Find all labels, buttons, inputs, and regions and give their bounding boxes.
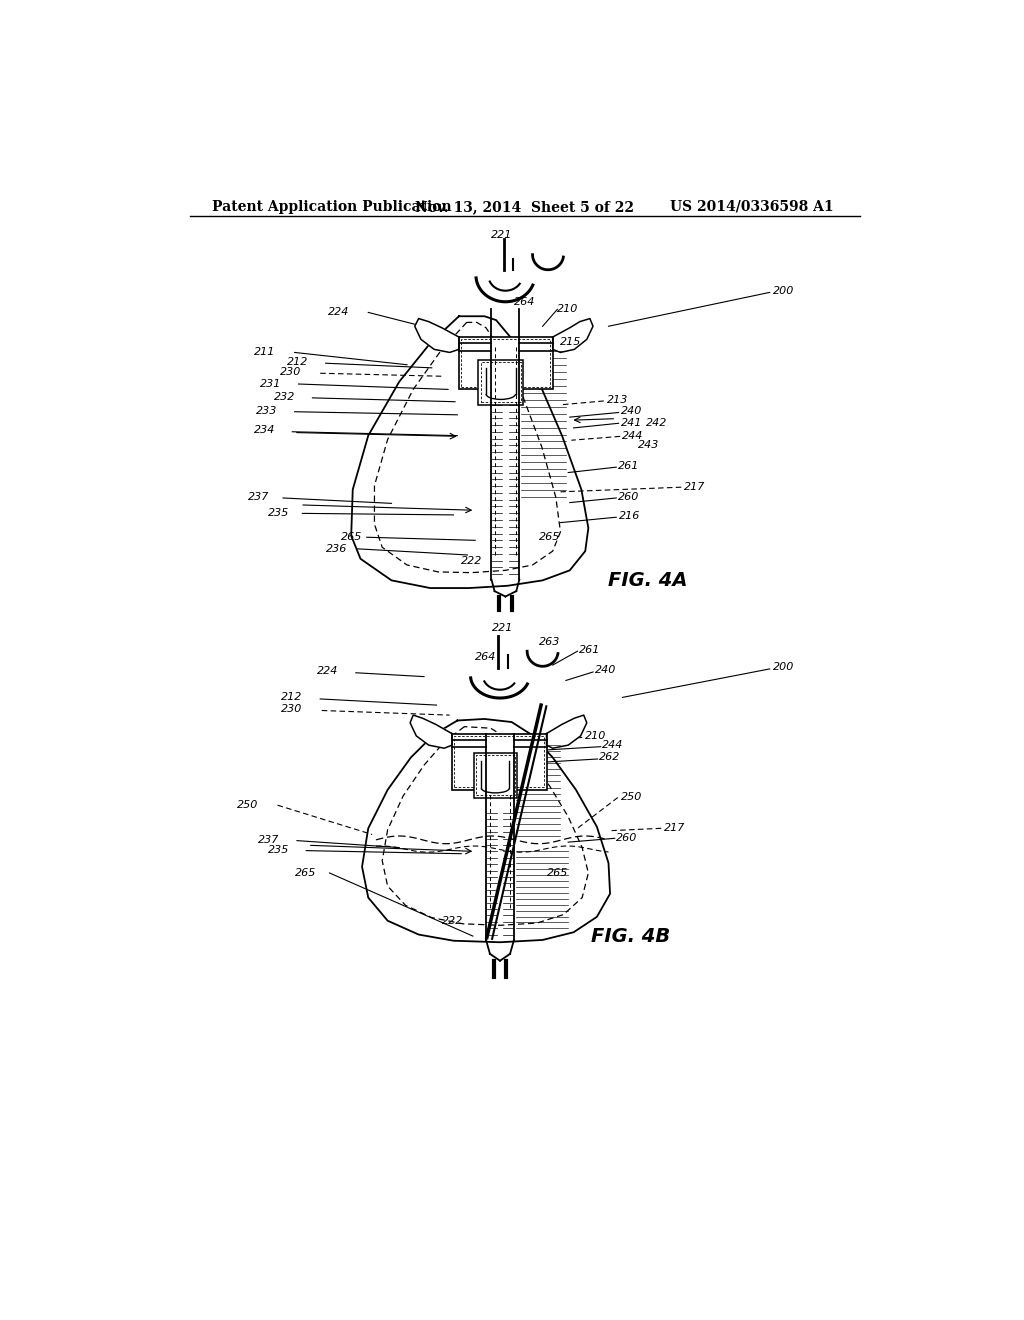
FancyBboxPatch shape <box>452 734 547 789</box>
Text: 233: 233 <box>256 407 278 416</box>
Text: 231: 231 <box>260 379 282 389</box>
Text: FIG. 4A: FIG. 4A <box>608 570 688 590</box>
Text: 232: 232 <box>273 392 295 403</box>
Text: 265: 265 <box>295 869 316 878</box>
Text: 237: 237 <box>258 834 280 845</box>
Text: 240: 240 <box>621 407 642 416</box>
Text: 215: 215 <box>560 337 582 347</box>
Text: 230: 230 <box>282 704 303 714</box>
Text: 241: 241 <box>621 417 642 428</box>
Text: 236: 236 <box>326 544 347 554</box>
Text: 265: 265 <box>341 532 362 543</box>
Polygon shape <box>362 719 610 942</box>
Text: 243: 243 <box>638 440 659 450</box>
Text: 250: 250 <box>237 800 258 810</box>
Polygon shape <box>415 318 459 352</box>
Text: 240: 240 <box>595 665 615 676</box>
Text: 261: 261 <box>579 644 600 655</box>
Text: 230: 230 <box>280 367 301 378</box>
Text: 234: 234 <box>254 425 274 436</box>
Text: 237: 237 <box>248 492 269 502</box>
Text: 250: 250 <box>621 792 642 803</box>
Text: 244: 244 <box>602 741 624 750</box>
Text: 265: 265 <box>539 532 560 543</box>
Text: 265: 265 <box>547 869 568 878</box>
Text: 210: 210 <box>557 305 579 314</box>
Text: 221: 221 <box>493 623 514 634</box>
Text: 263: 263 <box>539 638 560 647</box>
Text: 235: 235 <box>267 508 289 517</box>
Text: 260: 260 <box>617 492 639 502</box>
Text: 235: 235 <box>267 845 289 855</box>
Polygon shape <box>547 715 587 748</box>
Text: 261: 261 <box>617 462 639 471</box>
Polygon shape <box>351 317 589 589</box>
Text: 260: 260 <box>616 833 638 842</box>
Text: 263: 263 <box>531 348 552 359</box>
Polygon shape <box>553 318 593 352</box>
Text: US 2014/0336598 A1: US 2014/0336598 A1 <box>671 199 835 214</box>
Text: 210: 210 <box>586 731 606 741</box>
Text: 200: 200 <box>773 661 795 672</box>
Text: 212: 212 <box>287 358 308 367</box>
Text: 264: 264 <box>514 297 536 306</box>
Text: Patent Application Publication: Patent Application Publication <box>212 199 452 214</box>
Text: 244: 244 <box>623 430 644 441</box>
Text: 216: 216 <box>620 511 641 521</box>
Text: 264: 264 <box>475 652 497 663</box>
Text: 200: 200 <box>773 286 795 296</box>
FancyBboxPatch shape <box>474 752 517 797</box>
Text: Nov. 13, 2014  Sheet 5 of 22: Nov. 13, 2014 Sheet 5 of 22 <box>415 199 634 214</box>
Text: 224: 224 <box>317 667 339 676</box>
Text: 242: 242 <box>646 417 667 428</box>
Text: 222: 222 <box>461 556 482 566</box>
Text: 211: 211 <box>254 347 274 358</box>
Polygon shape <box>410 715 452 748</box>
Text: 213: 213 <box>607 395 629 405</box>
FancyBboxPatch shape <box>478 360 523 405</box>
Text: 222: 222 <box>442 916 463 925</box>
Text: FIG. 4B: FIG. 4B <box>592 927 671 945</box>
Text: 224: 224 <box>328 308 349 317</box>
Text: 212: 212 <box>282 693 303 702</box>
Text: 217: 217 <box>665 824 686 833</box>
Text: 217: 217 <box>684 482 706 492</box>
Text: 262: 262 <box>599 752 621 763</box>
FancyBboxPatch shape <box>459 337 553 389</box>
Text: 221: 221 <box>490 231 512 240</box>
